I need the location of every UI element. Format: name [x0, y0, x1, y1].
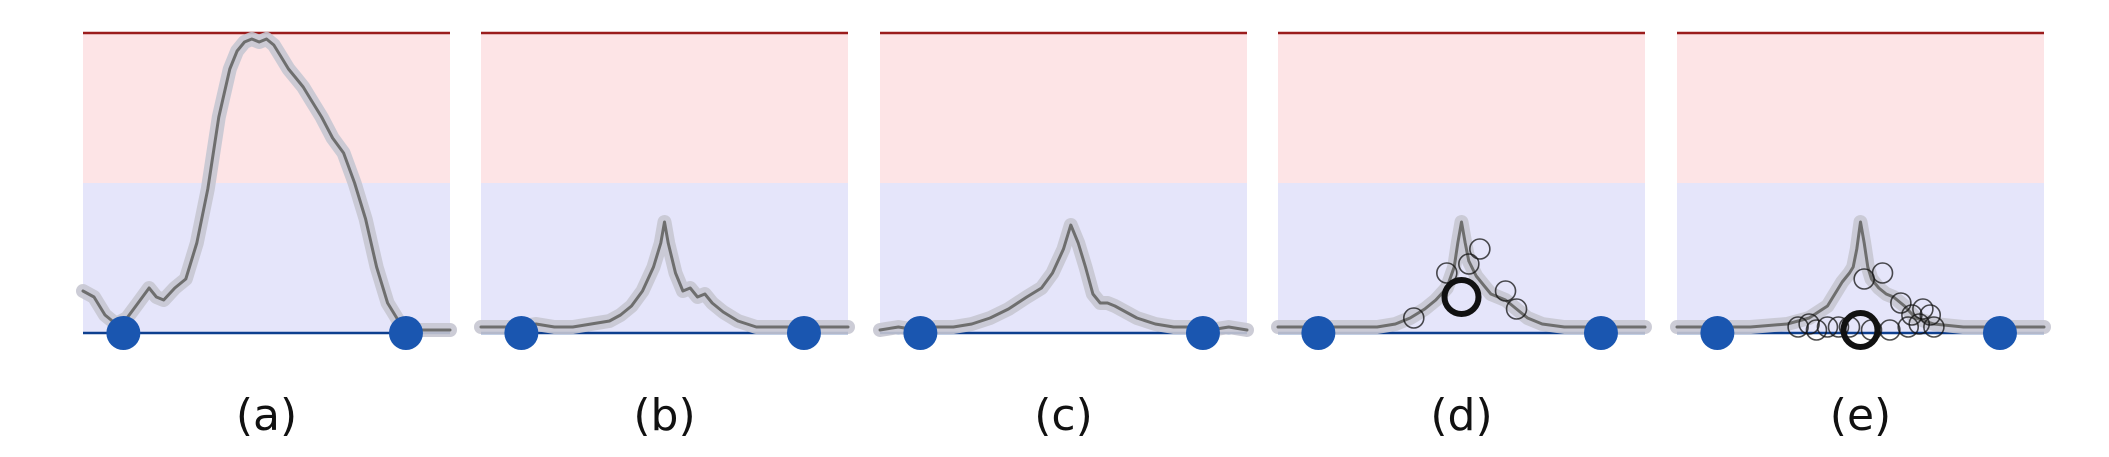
sample-marker-9: [1879, 319, 1901, 341]
sample-marker-16: [1853, 268, 1875, 290]
panel-label: (c): [1034, 390, 1093, 441]
sample-marker-8: [1860, 319, 1883, 341]
panels: (a) (b) (c) (d) (e): [76, 31, 2051, 441]
series-line-1: [1675, 220, 2046, 329]
panel-1: (a): [76, 31, 457, 441]
sample-marker-12: [1912, 298, 1934, 320]
series-line-1: [479, 220, 850, 329]
panel-4: (d): [1271, 31, 1652, 441]
sample-marker-14: [1923, 316, 1945, 338]
endpoint-marker-1: [903, 316, 938, 350]
sample-marker-2: [1436, 262, 1458, 284]
highlight-marker: [1441, 277, 1482, 317]
endpoint-marker-1: [504, 316, 539, 350]
endpoint-marker-2: [1185, 316, 1220, 350]
endpoint-marker-1: [106, 316, 141, 350]
sample-marker-5: [1827, 316, 1850, 338]
endpoint-marker-1: [1700, 316, 1735, 350]
sample-marker-1: [1402, 307, 1425, 329]
upper-band: [880, 33, 1247, 183]
upper-band: [1278, 33, 1645, 183]
endpoint-marker-2: [388, 316, 423, 350]
series-line-1: [1276, 220, 1647, 329]
sample-marker-18: [1901, 304, 1923, 326]
sample-marker-2: [1798, 313, 1820, 335]
sample-marker-3: [1805, 319, 1828, 341]
sample-marker-4: [1458, 253, 1480, 275]
panel-2: (b): [474, 31, 855, 441]
sample-marker-13: [1919, 304, 1942, 326]
panel-label: (d): [1430, 390, 1492, 441]
sample-marker-17: [1890, 292, 1912, 314]
series-line-1: [81, 37, 452, 332]
lower-band: [481, 183, 848, 333]
sample-marker-6: [1494, 280, 1517, 302]
endpoint-marker-2: [1583, 316, 1618, 350]
panel-label: (e): [1830, 390, 1891, 441]
endpoint-marker-1: [1301, 316, 1336, 350]
panel-label: (b): [633, 390, 695, 441]
endpoint-marker-2: [1982, 316, 2017, 350]
panel-label: (a): [236, 390, 297, 441]
sample-marker-5: [1469, 238, 1491, 260]
endpoint-marker-2: [786, 316, 821, 350]
sample-marker-1: [1787, 316, 1809, 338]
sample-marker-7: [1505, 298, 1528, 320]
panel-5: (e): [1670, 31, 2051, 441]
panel-3: (c): [873, 31, 1254, 441]
upper-band: [83, 33, 450, 183]
highlight-marker: [1840, 310, 1881, 350]
series-line-1: [878, 223, 1249, 332]
sample-marker-10: [1897, 316, 1920, 338]
upper-band: [481, 33, 848, 183]
sample-marker-4: [1816, 316, 1839, 338]
upper-band: [1677, 33, 2044, 183]
